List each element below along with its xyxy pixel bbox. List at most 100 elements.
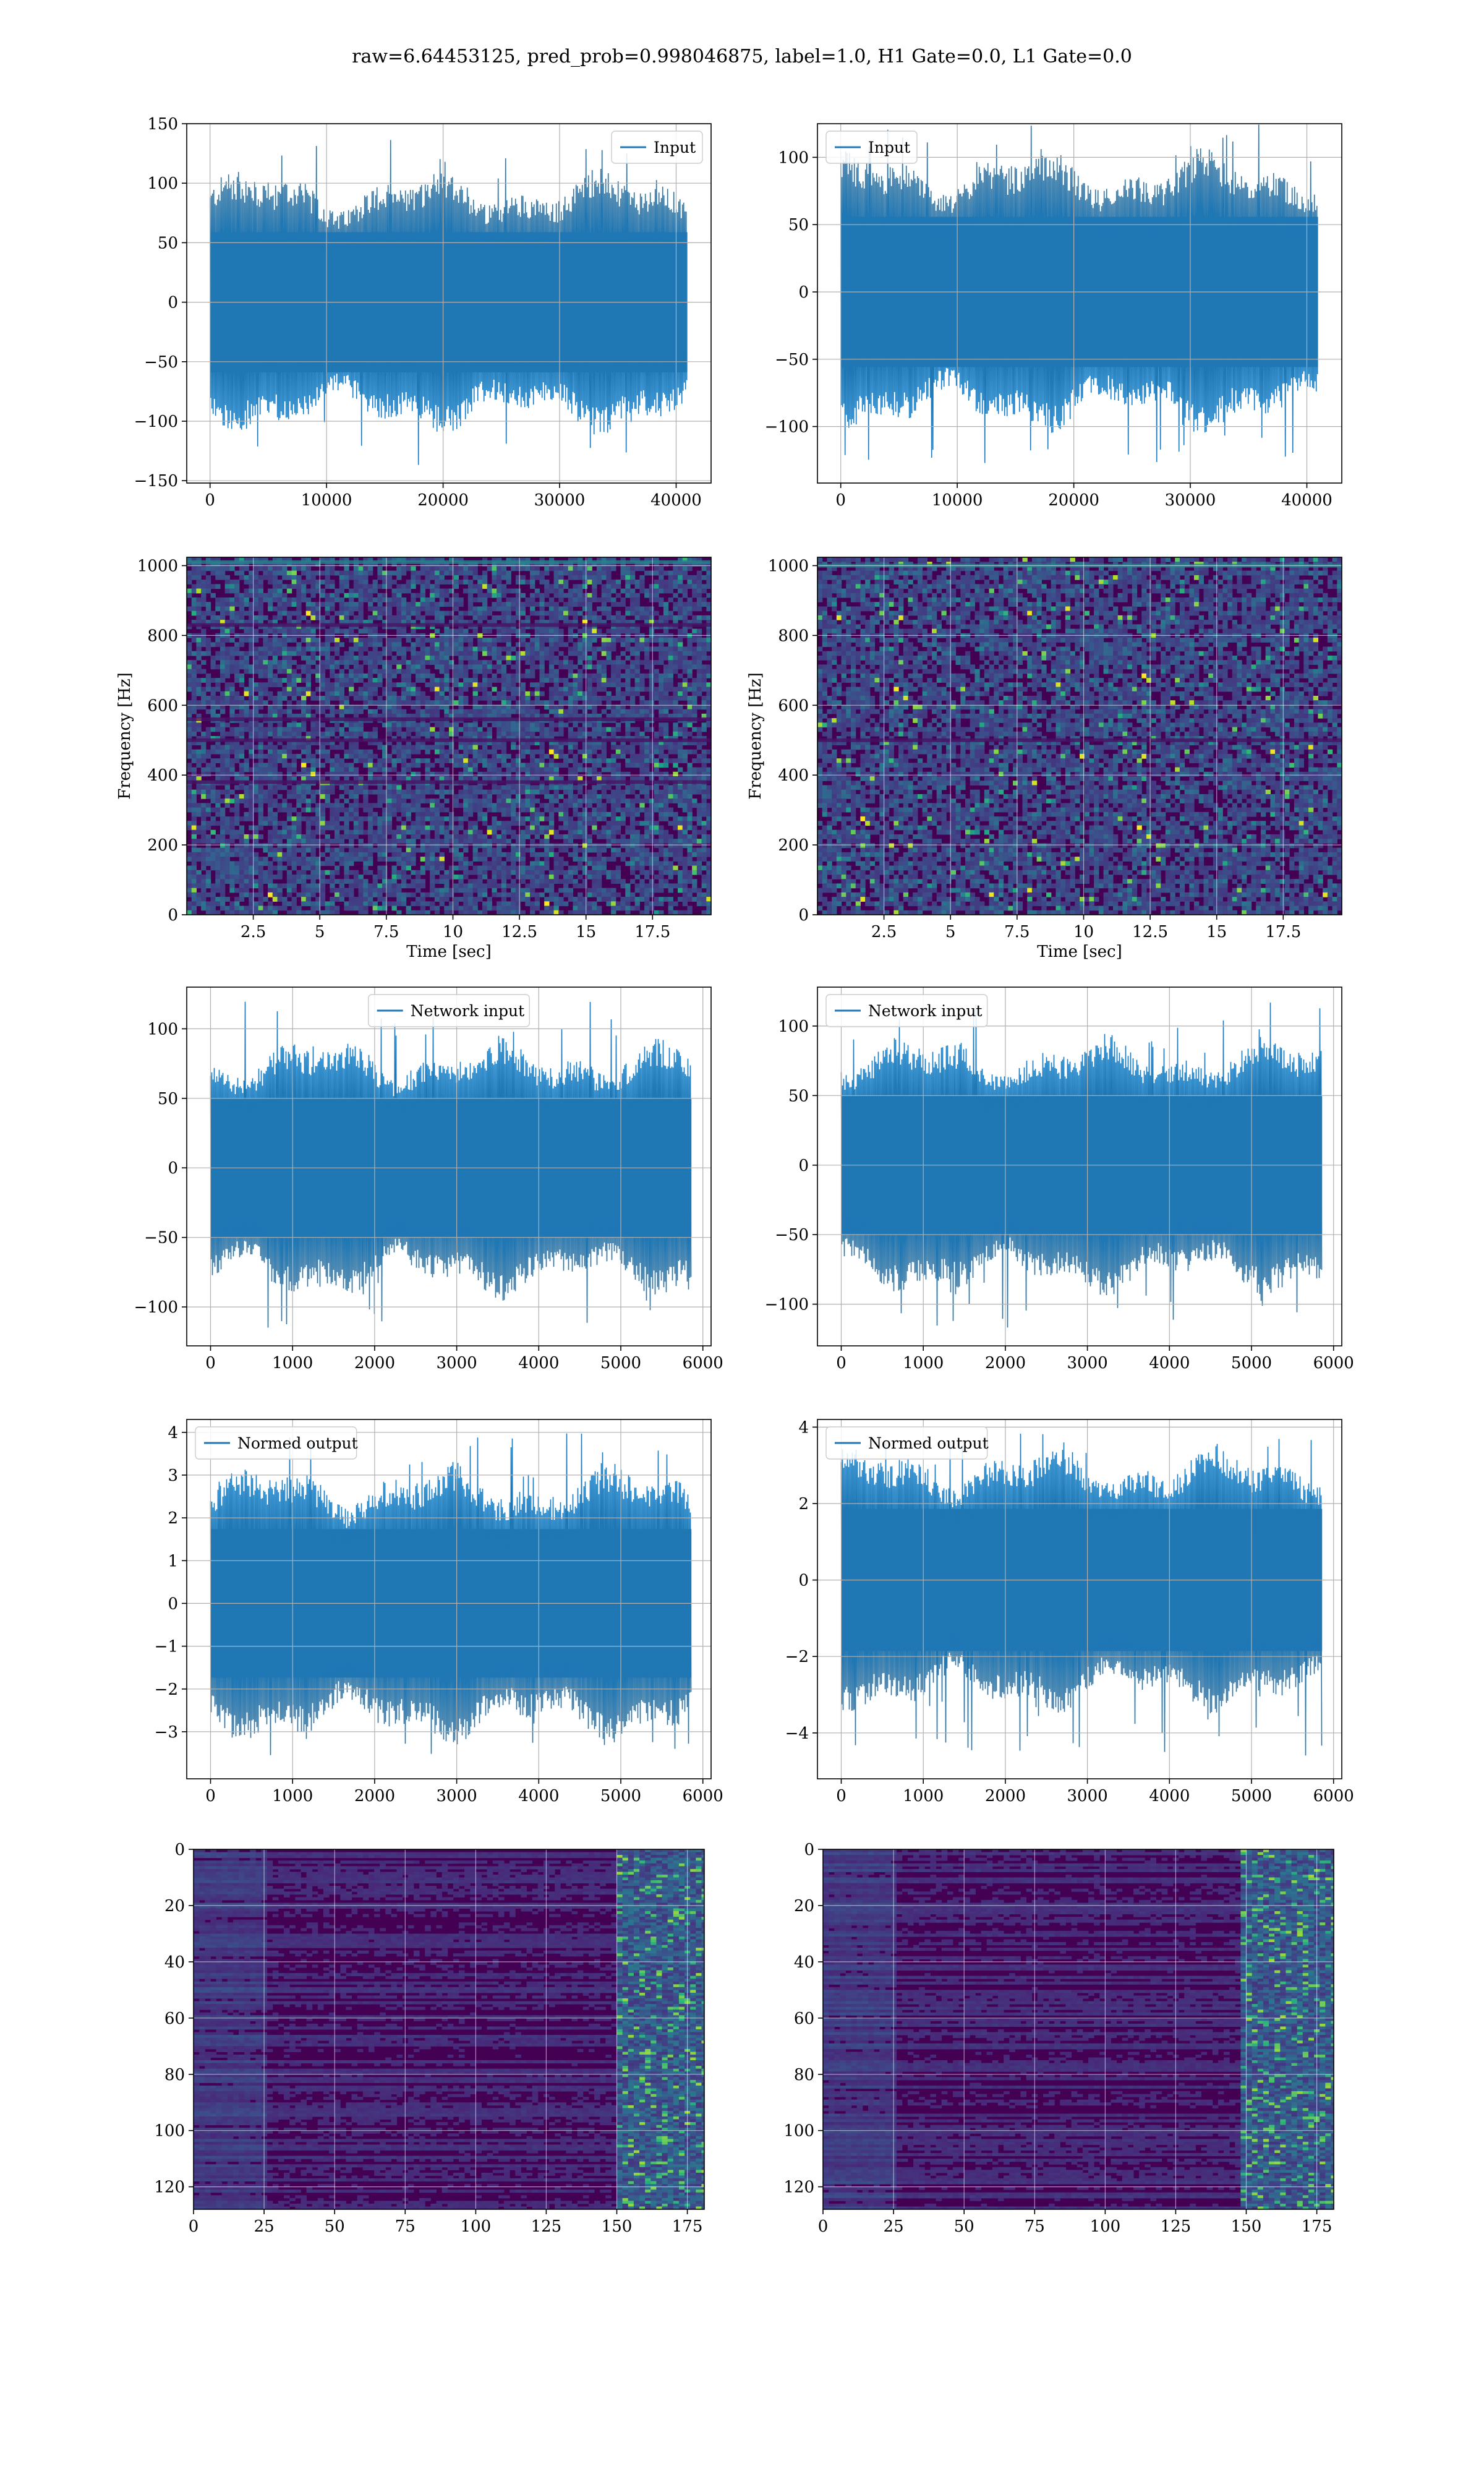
netin-l1-legend-label: Network input bbox=[868, 1002, 982, 1020]
input-l1-signal-line bbox=[840, 124, 1318, 463]
spec-h1-panel: 2.5 5 7.5 10 12.5 15 17.5 0 200 400 600 800 1000 Time… bbox=[116, 557, 712, 961]
netin-h1-xtick-3000: 3000 bbox=[437, 1354, 477, 1372]
input-h1-ytick-50: 50 bbox=[158, 234, 178, 252]
input-l1-xtick-10000: 10000 bbox=[932, 491, 983, 510]
qt-h1-panel: 0 25 50 75 100 125 150 175 0 20 40 60 80 100 120 bbox=[154, 1841, 705, 2236]
input-h1-xtick-40000: 40000 bbox=[650, 491, 702, 510]
normed-h1-ytick-m1: −1 bbox=[155, 1638, 178, 1656]
input-l1-ytick-50: 50 bbox=[788, 216, 809, 234]
netin-l1-xtick-3000: 3000 bbox=[1067, 1354, 1108, 1372]
spec-h1-ylabel: Frequency [Hz] bbox=[116, 672, 134, 800]
qt-h1-xtick-25: 25 bbox=[254, 2217, 275, 2236]
input-l1-ytick-0: 0 bbox=[798, 283, 809, 302]
qt-h1-xtick-150: 150 bbox=[602, 2217, 633, 2236]
normed-l1-legend: Normed output bbox=[825, 1426, 989, 1460]
normed-h1-xtick-6000: 6000 bbox=[683, 1787, 723, 1805]
input-h1-frame bbox=[186, 123, 712, 484]
normed-l1-xtick-2000: 2000 bbox=[985, 1787, 1026, 1805]
spec-l1-xtick-15: 15 bbox=[1206, 923, 1227, 941]
normed-h1-legend-box bbox=[195, 1426, 357, 1460]
qt-l1-ytick-60: 60 bbox=[794, 2010, 814, 2028]
netin-h1-ytick-100: 100 bbox=[147, 1020, 178, 1038]
spec-l1-frame bbox=[817, 557, 1342, 915]
normed-h1-legend-label: Normed output bbox=[237, 1434, 358, 1452]
input-h1-ytick-100: 100 bbox=[147, 174, 178, 193]
qt-h1-ytick-120: 120 bbox=[154, 2178, 185, 2197]
spec-l1-xtick-5: 5 bbox=[945, 923, 956, 941]
spec-h1-xtick-17p5: 17.5 bbox=[634, 923, 670, 941]
qt-l1-xtick-25: 25 bbox=[884, 2217, 904, 2236]
netin-h1-xtick-1000: 1000 bbox=[272, 1354, 313, 1372]
normed-l1-xtick-0: 0 bbox=[836, 1787, 846, 1805]
normed-h1-ytick-1: 1 bbox=[168, 1552, 178, 1570]
qt-l1-ytick-0: 0 bbox=[804, 1841, 814, 1859]
normed-h1-xtick-5000: 5000 bbox=[600, 1787, 641, 1805]
netin-l1-legend-box bbox=[825, 994, 988, 1027]
netin-l1-xtick-0: 0 bbox=[836, 1354, 846, 1372]
normed-l1-ytick-0: 0 bbox=[798, 1572, 809, 1590]
netin-h1-xtick-0: 0 bbox=[205, 1354, 216, 1372]
spec-l1-xtick-17p5: 17.5 bbox=[1265, 923, 1301, 941]
normed-l1-ytick-m2: −2 bbox=[785, 1648, 809, 1666]
input-l1-panel: 0 10000 20000 30000 40000 −100 −50 0 50 100 Input bbox=[765, 123, 1342, 510]
netin-l1-ytick-m50: −50 bbox=[775, 1226, 809, 1244]
spec-h1-xtick-7p5: 7.5 bbox=[373, 923, 399, 941]
spec-l1-panel: 2.5 5 7.5 10 12.5 15 17.5 0 200 400 600 800 1000 Time… bbox=[746, 557, 1342, 961]
spec-h1-pixels bbox=[187, 557, 711, 915]
qt-h1-ytick-100: 100 bbox=[154, 2122, 185, 2141]
normed-l1-ytick-m4: −4 bbox=[785, 1724, 809, 1743]
figure-title: raw=6.64453125, pred_prob=0.998046875, l… bbox=[352, 46, 1132, 67]
input-l1-xtick-40000: 40000 bbox=[1281, 491, 1333, 510]
spec-l1-xtick-10: 10 bbox=[1073, 923, 1094, 941]
normed-h1-ytick-m2: −2 bbox=[155, 1680, 178, 1699]
input-h1-ytick-0: 0 bbox=[168, 294, 178, 312]
netin-l1-legend: Network input bbox=[825, 994, 988, 1027]
input-h1-xtick-10000: 10000 bbox=[301, 491, 352, 510]
netin-l1-xtick-1000: 1000 bbox=[903, 1354, 944, 1372]
normed-h1-ytick-4: 4 bbox=[168, 1424, 178, 1442]
input-h1-ytick-m50: −50 bbox=[144, 353, 178, 372]
qt-h1-pixels bbox=[194, 1849, 704, 2209]
spec-l1-xlabel: Time [sec] bbox=[1037, 943, 1122, 961]
input-h1-ytick-m100: −100 bbox=[134, 413, 178, 431]
normed-l1-panel: 0 1000 2000 3000 4000 5000 6000 −4 −2 0 2 4 Normed o… bbox=[785, 1418, 1354, 1805]
netin-l1-frame bbox=[817, 987, 1342, 1346]
qt-l1-xtick-75: 75 bbox=[1025, 2217, 1045, 2236]
normed-h1-xtick-3000: 3000 bbox=[437, 1787, 477, 1805]
input-l1-ytick-m100: −100 bbox=[765, 418, 809, 437]
netin-h1-xtick-6000: 6000 bbox=[683, 1354, 723, 1372]
spec-l1-ytick-200: 200 bbox=[778, 836, 809, 855]
qt-h1-xtick-125: 125 bbox=[531, 2217, 562, 2236]
spec-l1-ytick-600: 600 bbox=[778, 696, 809, 715]
netin-l1-xtick-2000: 2000 bbox=[985, 1354, 1026, 1372]
qt-h1-ytick-0: 0 bbox=[174, 1841, 185, 1859]
spec-h1-frame bbox=[186, 557, 712, 915]
spec-h1-ytick-400: 400 bbox=[147, 766, 178, 785]
qt-l1-xtick-50: 50 bbox=[954, 2217, 974, 2236]
qt-h1-xtick-0: 0 bbox=[189, 2217, 199, 2236]
qt-l1-ytick-20: 20 bbox=[794, 1897, 814, 1915]
netin-h1-ytick-m50: −50 bbox=[144, 1229, 178, 1248]
netin-h1-xtick-2000: 2000 bbox=[354, 1354, 395, 1372]
normed-h1-xtick-0: 0 bbox=[205, 1787, 216, 1805]
netin-h1-panel: 0 1000 2000 3000 4000 5000 6000 −100 −50 0 50 100 Ne… bbox=[134, 987, 723, 1372]
netin-l1-xtick-5000: 5000 bbox=[1231, 1354, 1272, 1372]
spec-l1-ylabel: Frequency [Hz] bbox=[746, 672, 765, 800]
normed-l1-xtick-5000: 5000 bbox=[1231, 1787, 1272, 1805]
netin-h1-ytick-0: 0 bbox=[168, 1159, 178, 1178]
normed-h1-panel: 0 1000 2000 3000 4000 5000 6000 −3 −2 −1 0 1 2 3 4 Norm… bbox=[155, 1419, 723, 1805]
qt-h1-xtick-100: 100 bbox=[461, 2217, 492, 2236]
spec-h1-xtick-5: 5 bbox=[315, 923, 325, 941]
normed-l1-legend-box bbox=[825, 1426, 988, 1460]
normed-h1-ytick-3: 3 bbox=[168, 1466, 178, 1485]
qt-l1-xtick-0: 0 bbox=[818, 2217, 829, 2236]
input-l1-legend-box bbox=[825, 131, 918, 164]
spec-h1-ytick-800: 800 bbox=[147, 627, 178, 645]
qt-l1-ytick-40: 40 bbox=[794, 1953, 814, 1972]
netin-l1-ytick-100: 100 bbox=[778, 1017, 809, 1036]
spec-l1-ytick-800: 800 bbox=[778, 627, 809, 645]
spec-l1-xtick-2p5: 2.5 bbox=[871, 923, 897, 941]
spec-l1-xtick-12p5: 12.5 bbox=[1132, 923, 1168, 941]
normed-l1-xtick-4000: 4000 bbox=[1149, 1787, 1190, 1805]
